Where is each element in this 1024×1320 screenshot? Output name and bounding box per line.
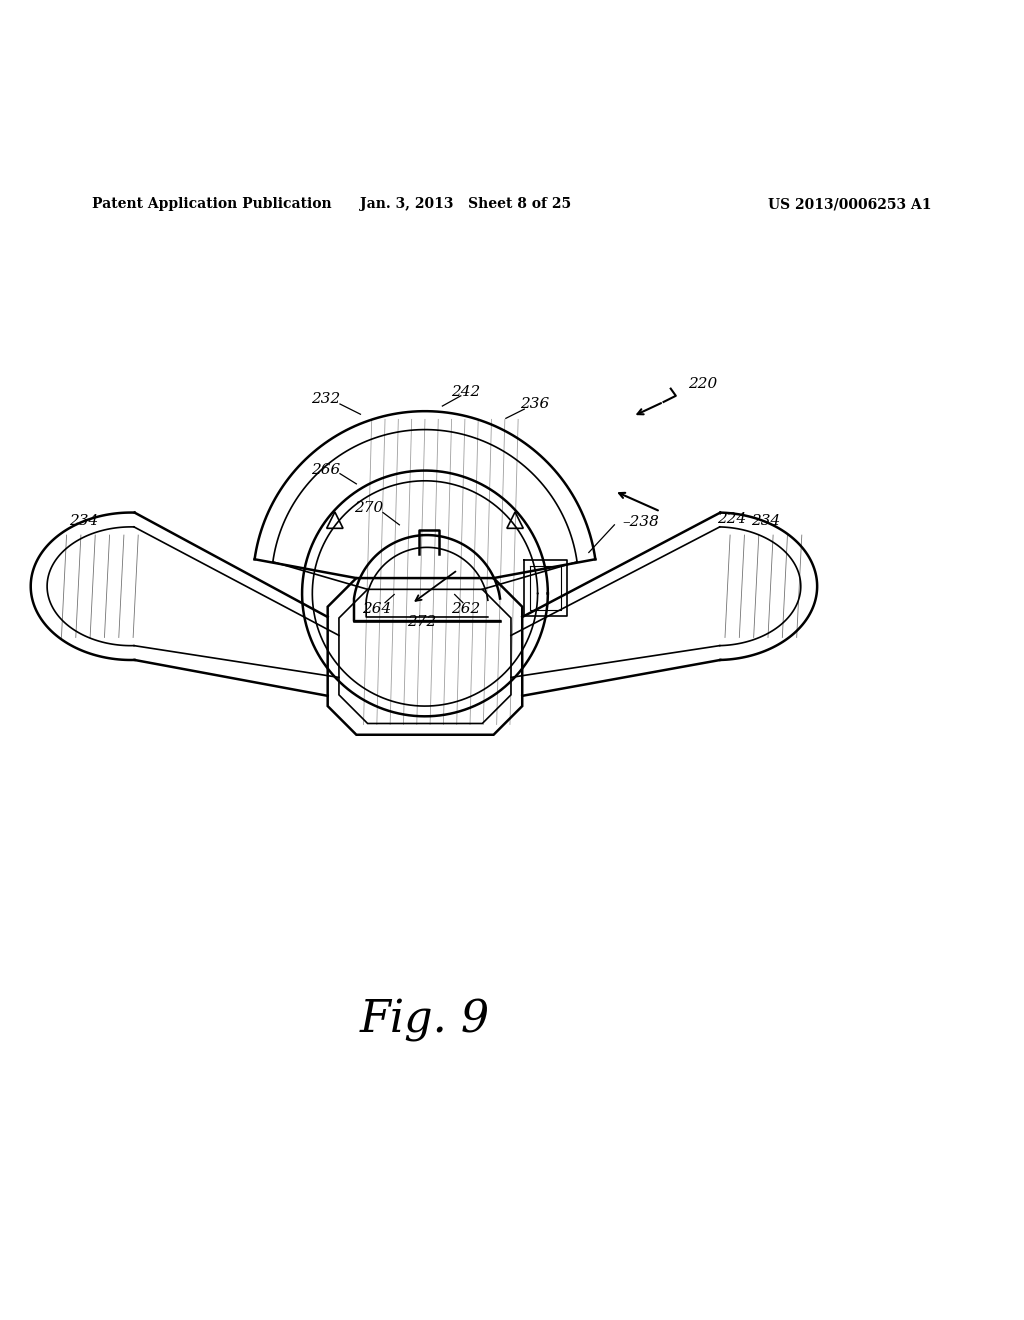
Text: 220: 220 xyxy=(688,376,718,391)
Text: 242: 242 xyxy=(452,384,480,399)
Text: –238: –238 xyxy=(623,515,659,529)
Text: 236: 236 xyxy=(520,397,549,411)
Text: 266: 266 xyxy=(311,462,340,477)
Text: Patent Application Publication: Patent Application Publication xyxy=(92,197,332,211)
Text: 264: 264 xyxy=(362,602,391,616)
Text: Fig. 9: Fig. 9 xyxy=(359,999,490,1041)
Text: 224: 224 xyxy=(717,512,746,525)
Polygon shape xyxy=(507,512,523,528)
Text: 262: 262 xyxy=(452,602,480,616)
Text: 234: 234 xyxy=(70,513,98,528)
Text: 232: 232 xyxy=(311,392,340,405)
Text: 272: 272 xyxy=(408,615,436,630)
Text: 270: 270 xyxy=(354,502,383,515)
Text: US 2013/0006253 A1: US 2013/0006253 A1 xyxy=(768,197,932,211)
Polygon shape xyxy=(327,512,343,528)
Text: 234: 234 xyxy=(752,513,780,528)
Text: Jan. 3, 2013   Sheet 8 of 25: Jan. 3, 2013 Sheet 8 of 25 xyxy=(360,197,571,211)
